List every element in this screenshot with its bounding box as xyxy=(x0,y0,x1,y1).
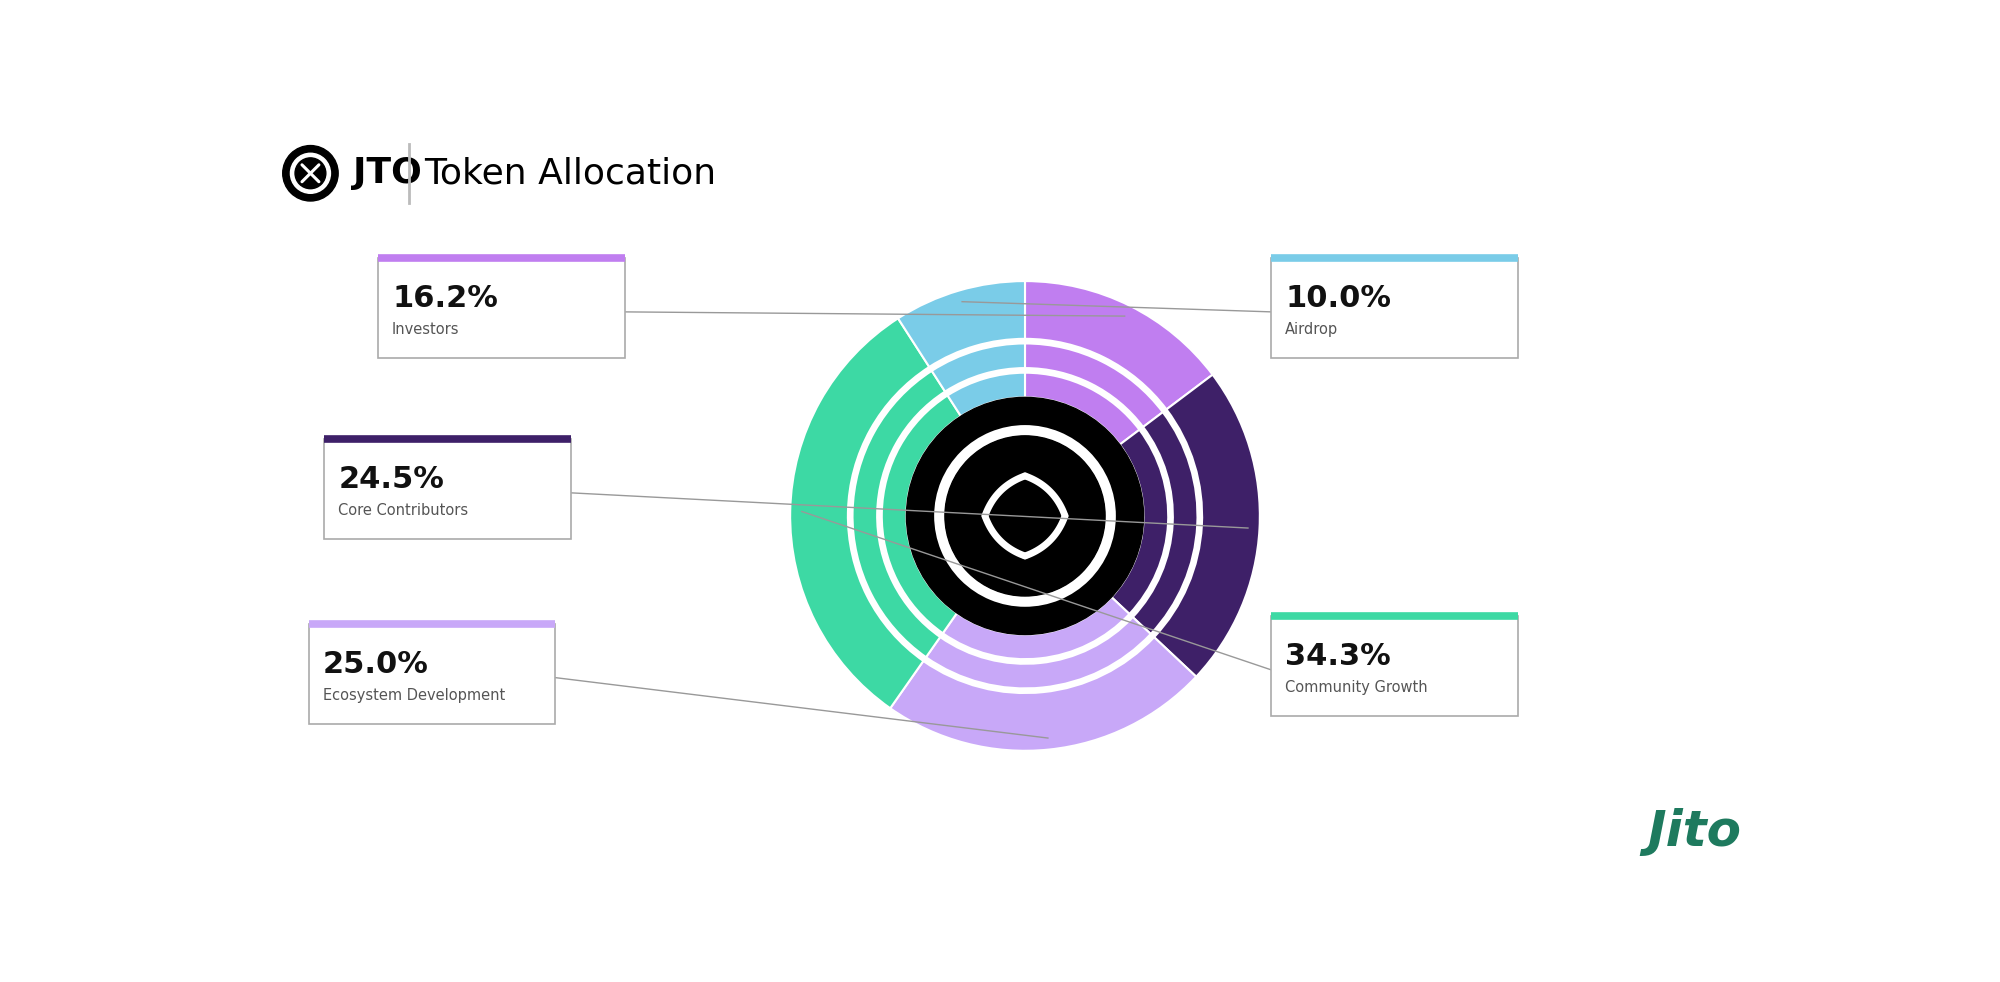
Wedge shape xyxy=(1154,375,1260,677)
Wedge shape xyxy=(1024,344,1162,427)
Text: Token Allocation: Token Allocation xyxy=(424,156,716,191)
Text: 10.0%: 10.0% xyxy=(1286,285,1392,313)
FancyBboxPatch shape xyxy=(1272,258,1518,358)
FancyBboxPatch shape xyxy=(324,439,570,539)
Text: Core Contributors: Core Contributors xyxy=(338,503,468,518)
Wedge shape xyxy=(932,344,1024,392)
Wedge shape xyxy=(934,425,1116,607)
Circle shape xyxy=(290,153,330,193)
Circle shape xyxy=(282,145,338,201)
Wedge shape xyxy=(926,617,1150,688)
Wedge shape xyxy=(1024,281,1212,409)
Text: Jito: Jito xyxy=(1648,807,1742,855)
Text: 25.0%: 25.0% xyxy=(322,650,428,679)
Wedge shape xyxy=(1132,412,1198,634)
Text: Ecosystem Development: Ecosystem Development xyxy=(322,687,506,703)
Circle shape xyxy=(944,436,1106,596)
FancyBboxPatch shape xyxy=(378,258,624,358)
Text: Airdrop: Airdrop xyxy=(1286,322,1338,337)
Wedge shape xyxy=(1024,373,1140,445)
Text: 34.3%: 34.3% xyxy=(1286,642,1392,672)
Wedge shape xyxy=(790,318,930,708)
Circle shape xyxy=(906,398,1144,634)
Wedge shape xyxy=(898,281,1024,367)
Circle shape xyxy=(934,425,1116,607)
Text: Investors: Investors xyxy=(392,322,460,337)
Wedge shape xyxy=(890,637,1196,751)
FancyBboxPatch shape xyxy=(1272,616,1518,716)
FancyBboxPatch shape xyxy=(308,624,556,724)
Text: 24.5%: 24.5% xyxy=(338,465,444,494)
Text: 16.2%: 16.2% xyxy=(392,285,498,313)
Wedge shape xyxy=(852,371,946,657)
Circle shape xyxy=(296,158,326,189)
Text: JTO: JTO xyxy=(352,156,422,191)
Wedge shape xyxy=(882,396,960,633)
Wedge shape xyxy=(1112,430,1168,614)
Wedge shape xyxy=(948,373,1024,416)
Text: Community Growth: Community Growth xyxy=(1286,681,1428,695)
Wedge shape xyxy=(942,597,1130,659)
